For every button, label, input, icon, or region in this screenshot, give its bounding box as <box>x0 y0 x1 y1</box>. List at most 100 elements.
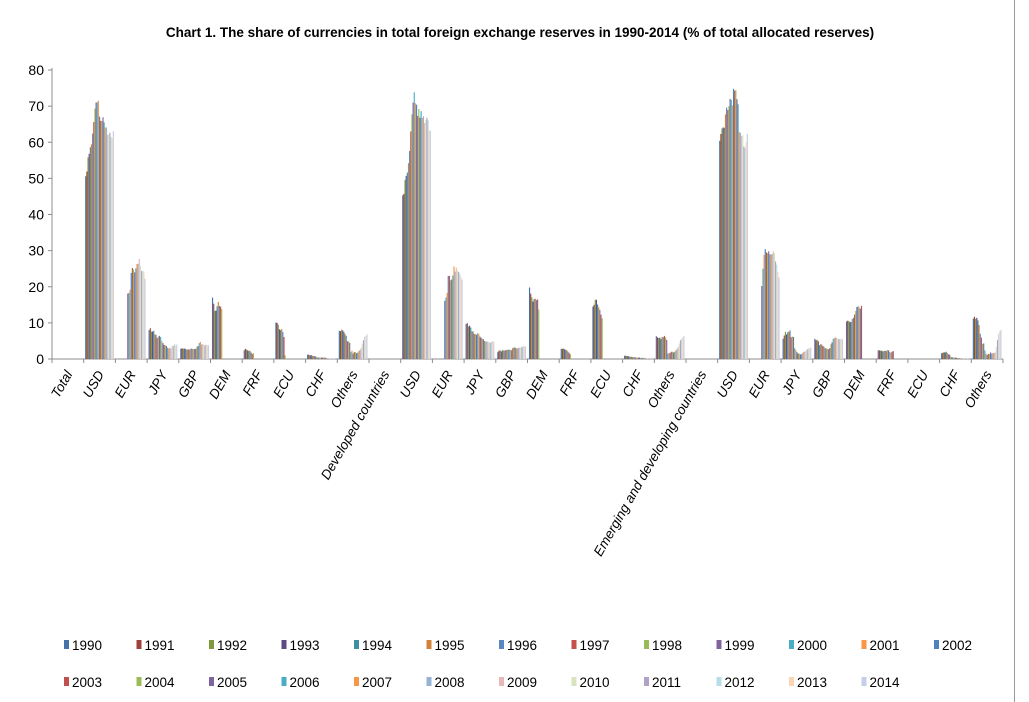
bar <box>961 358 963 359</box>
bar <box>487 342 489 359</box>
legend-swatch <box>499 640 504 649</box>
bar <box>351 350 353 359</box>
bar <box>456 270 459 359</box>
bar <box>946 353 948 359</box>
x-tick-label: FRF <box>240 367 266 398</box>
bar <box>732 88 735 359</box>
bar <box>165 346 167 359</box>
bar <box>792 336 795 359</box>
bar <box>798 353 800 359</box>
bar <box>134 272 136 359</box>
bar <box>832 338 834 359</box>
bar <box>411 114 413 360</box>
bar <box>892 351 894 359</box>
bar <box>568 353 570 359</box>
bar <box>802 352 804 359</box>
bar <box>968 357 970 359</box>
bar <box>522 346 524 359</box>
bar <box>359 349 361 359</box>
bar <box>782 338 784 359</box>
bar <box>417 115 419 359</box>
bar <box>650 357 652 359</box>
bar <box>153 330 155 359</box>
bar <box>428 129 430 359</box>
bar <box>675 350 677 359</box>
bar <box>276 322 278 360</box>
bar <box>412 102 414 359</box>
bar <box>161 340 163 359</box>
bar <box>952 357 954 359</box>
bar <box>352 353 354 359</box>
bar <box>777 271 779 359</box>
bar <box>762 268 764 359</box>
bar <box>94 108 96 360</box>
bar <box>447 275 449 359</box>
x-tick-label: JPY <box>462 367 488 398</box>
bar <box>972 318 974 359</box>
bar <box>460 276 462 359</box>
bar <box>822 346 824 359</box>
bar <box>524 346 527 359</box>
bar <box>569 354 572 359</box>
bar <box>333 357 335 359</box>
bar <box>778 277 780 359</box>
bar <box>324 357 326 359</box>
x-tick-label: DEM <box>523 367 551 401</box>
bar <box>313 356 316 359</box>
bar <box>343 331 345 359</box>
bar <box>978 325 980 359</box>
bar <box>890 352 892 359</box>
bar <box>562 348 565 359</box>
bar <box>630 356 633 359</box>
bar <box>131 267 133 359</box>
bar <box>639 357 641 359</box>
bar <box>831 342 833 359</box>
bar <box>449 280 452 359</box>
bar <box>625 355 627 359</box>
bar <box>252 353 255 359</box>
bar <box>947 354 950 359</box>
bar <box>601 318 603 359</box>
legend-swatch <box>281 677 287 686</box>
bar <box>857 306 859 359</box>
bar <box>795 349 797 359</box>
legend-label: 1996 <box>507 638 537 653</box>
x-tick-label: DEM <box>840 367 868 401</box>
bar <box>960 358 962 359</box>
bar <box>499 350 501 359</box>
bar <box>661 336 663 359</box>
legend-label: 2012 <box>725 675 755 690</box>
bar <box>419 117 421 359</box>
bar <box>973 316 976 359</box>
bar <box>144 278 146 359</box>
bar <box>877 350 879 359</box>
bar <box>886 349 889 359</box>
bar <box>788 331 790 359</box>
bar <box>994 352 996 359</box>
bar <box>493 341 495 359</box>
x-tick-label: GBP <box>175 368 202 400</box>
bar <box>358 351 360 359</box>
bar <box>855 310 857 359</box>
legend-label: 2000 <box>797 638 827 653</box>
bar <box>448 275 450 359</box>
bar <box>342 330 344 359</box>
bar <box>662 337 664 359</box>
bar <box>720 133 722 359</box>
bar <box>467 326 470 359</box>
bar <box>485 341 487 359</box>
bar <box>856 306 858 359</box>
bar <box>108 134 110 359</box>
y-tick-label: 30 <box>28 243 44 259</box>
bar <box>488 342 490 359</box>
bar <box>341 329 343 359</box>
legend-swatch <box>571 640 577 649</box>
bar <box>182 348 184 359</box>
bar <box>481 338 483 359</box>
bar <box>458 271 460 359</box>
bar <box>250 352 252 359</box>
bar <box>765 252 767 359</box>
bar <box>344 334 346 359</box>
bar <box>366 334 368 359</box>
